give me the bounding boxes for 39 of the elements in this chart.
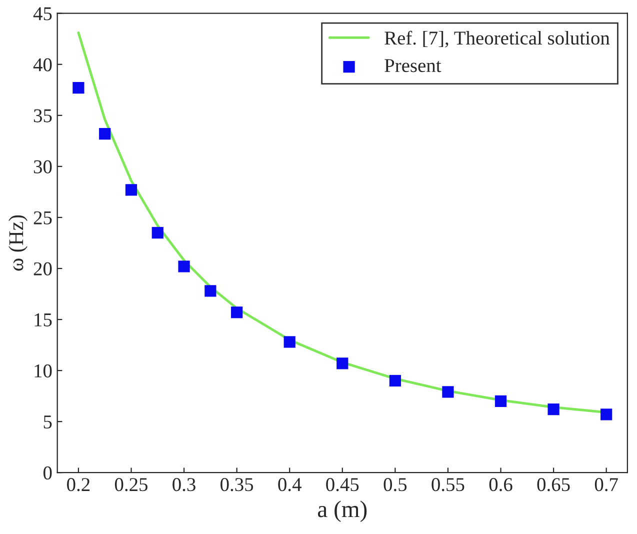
y-axis-title: ω (Hz) bbox=[8, 215, 28, 271]
y-tick-label: 40 bbox=[33, 58, 52, 72]
x-tick-label: 0.35 bbox=[220, 478, 254, 492]
point bbox=[231, 306, 243, 318]
x-tick-label: 0.4 bbox=[278, 478, 302, 492]
legend-label: Present bbox=[384, 59, 442, 72]
x-tick-label: 0.6 bbox=[489, 478, 512, 492]
y-tick-label: 5 bbox=[44, 416, 52, 428]
point bbox=[284, 336, 296, 348]
y-tick-label: 35 bbox=[34, 109, 52, 122]
y-tick-label: 25 bbox=[34, 211, 52, 224]
x-axis-title: a (m) bbox=[318, 500, 367, 522]
legend-label: Ref. [7], Theoretical solution bbox=[384, 30, 610, 48]
y-tick-label: 30 bbox=[34, 160, 52, 174]
x-tick-label: 0.7 bbox=[594, 478, 618, 492]
point bbox=[99, 128, 111, 140]
point bbox=[125, 184, 138, 196]
x-tick-label: 0.3 bbox=[172, 478, 196, 492]
point bbox=[600, 408, 612, 420]
x-tick-label: 0.65 bbox=[537, 478, 570, 492]
x-tick-label: 0.2 bbox=[67, 478, 90, 492]
point bbox=[178, 260, 190, 272]
x-tick-label: 0.55 bbox=[432, 478, 464, 492]
x-tick-label: 0.45 bbox=[326, 478, 359, 492]
y-tick-label: 20 bbox=[34, 262, 52, 276]
point bbox=[494, 395, 507, 407]
x-tick-label: 0.5 bbox=[384, 478, 407, 492]
y-tick-label: 0 bbox=[43, 466, 52, 480]
point bbox=[204, 285, 216, 297]
point bbox=[336, 358, 348, 370]
y-tick-label: 10 bbox=[34, 364, 52, 378]
point bbox=[389, 374, 401, 387]
y-tick-label: 15 bbox=[34, 313, 52, 326]
point bbox=[548, 404, 560, 416]
y-tick-label: 45 bbox=[33, 7, 52, 20]
point bbox=[442, 386, 454, 398]
point bbox=[72, 82, 84, 94]
point bbox=[152, 226, 164, 239]
x-tick-label: 0.25 bbox=[114, 478, 148, 492]
